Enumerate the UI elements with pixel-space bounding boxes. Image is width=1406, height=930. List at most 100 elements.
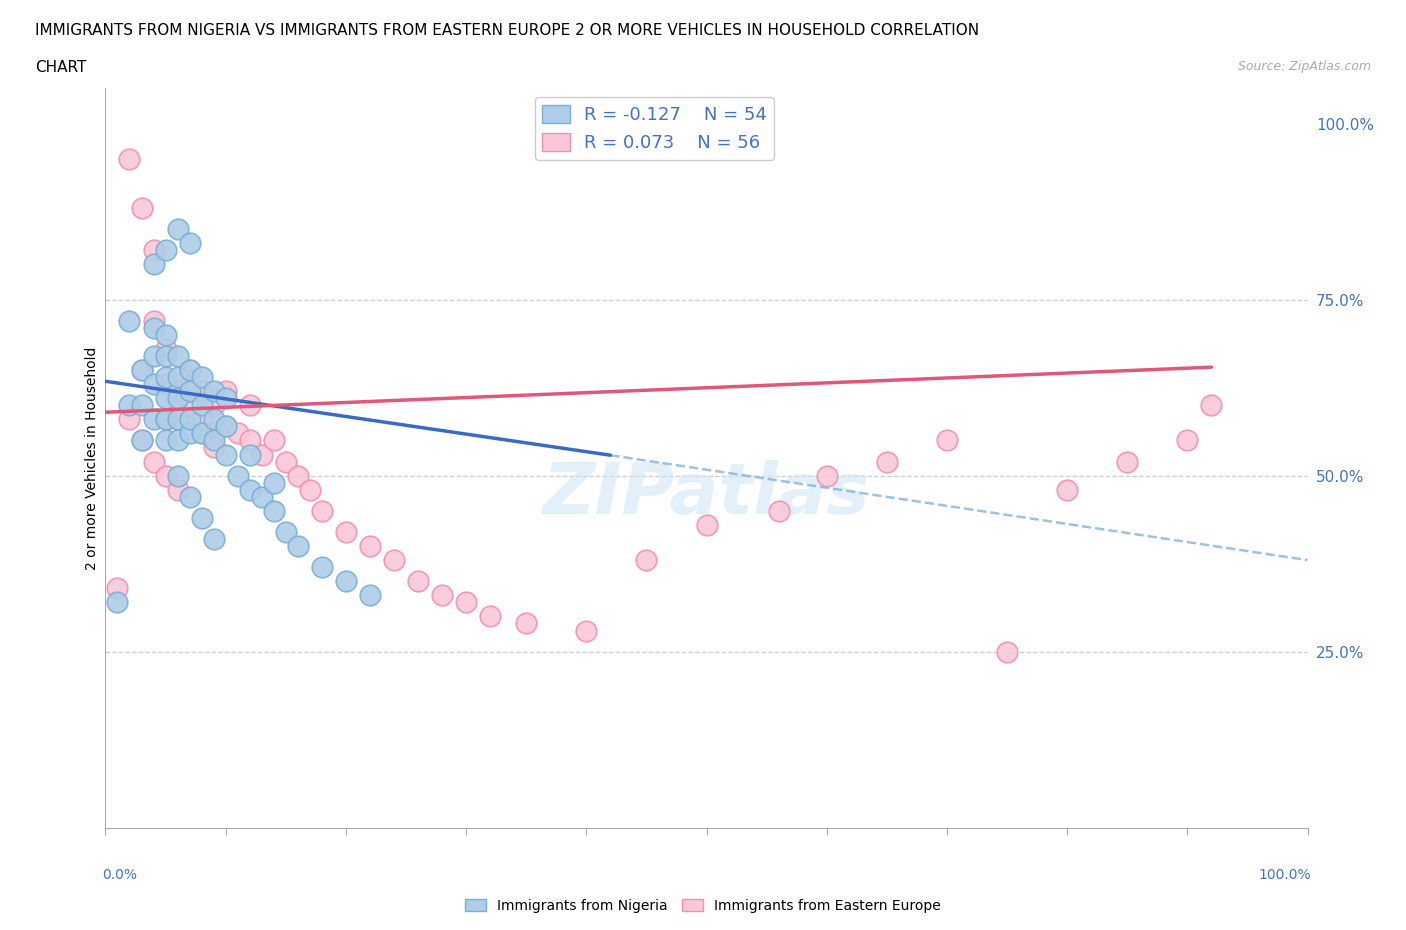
Point — [298, 483, 321, 498]
Legend: Immigrants from Nigeria, Immigrants from Eastern Europe: Immigrants from Nigeria, Immigrants from… — [460, 894, 946, 919]
Point — [166, 221, 188, 236]
Point — [190, 369, 212, 384]
Point — [768, 503, 790, 518]
Point — [214, 418, 236, 433]
Point — [995, 644, 1018, 659]
Point — [479, 609, 502, 624]
Point — [179, 426, 201, 441]
Point — [166, 483, 188, 498]
Point — [179, 236, 201, 251]
Point — [179, 412, 201, 427]
Point — [118, 412, 141, 427]
Point — [131, 201, 153, 216]
Point — [202, 384, 225, 399]
Point — [454, 595, 477, 610]
Point — [142, 377, 165, 392]
Point — [359, 538, 381, 553]
Point — [118, 398, 141, 413]
Point — [166, 391, 188, 405]
Point — [131, 363, 153, 378]
Point — [190, 426, 212, 441]
Point — [142, 412, 165, 427]
Point — [190, 398, 212, 413]
Point — [190, 412, 212, 427]
Point — [155, 412, 177, 427]
Point — [636, 552, 658, 567]
Point — [107, 581, 129, 596]
Point — [202, 532, 225, 547]
Point — [131, 398, 153, 413]
Point — [179, 384, 201, 399]
Point — [190, 426, 212, 441]
Point — [263, 503, 285, 518]
Point — [142, 349, 165, 364]
Point — [696, 517, 718, 532]
Point — [274, 454, 297, 469]
Point — [239, 433, 262, 448]
Point — [142, 257, 165, 272]
Point — [118, 313, 141, 328]
Point — [155, 243, 177, 258]
Point — [214, 418, 236, 433]
Point — [131, 363, 153, 378]
Point — [359, 588, 381, 603]
Point — [155, 412, 177, 427]
Text: ZIPatlas: ZIPatlas — [543, 460, 870, 529]
Point — [202, 412, 225, 427]
Point — [155, 433, 177, 448]
Legend: R = -0.127    N = 54, R = 0.073    N = 56: R = -0.127 N = 54, R = 0.073 N = 56 — [536, 98, 775, 160]
Point — [179, 363, 201, 378]
Point — [202, 426, 225, 441]
Point — [142, 454, 165, 469]
Point — [166, 412, 188, 427]
Point — [335, 574, 357, 589]
Point — [239, 398, 262, 413]
Point — [155, 468, 177, 483]
Text: 100.0%: 100.0% — [1258, 869, 1312, 883]
Text: Source: ZipAtlas.com: Source: ZipAtlas.com — [1237, 60, 1371, 73]
Point — [118, 152, 141, 166]
Point — [131, 433, 153, 448]
Point — [179, 489, 201, 504]
Point — [575, 623, 598, 638]
Point — [214, 447, 236, 462]
Point — [155, 391, 177, 405]
Point — [815, 468, 838, 483]
Point — [226, 426, 249, 441]
Point — [430, 588, 453, 603]
Point — [239, 483, 262, 498]
Point — [179, 363, 201, 378]
Point — [214, 391, 236, 405]
Point — [166, 468, 188, 483]
Point — [155, 412, 177, 427]
Point — [142, 243, 165, 258]
Point — [155, 341, 177, 356]
Text: IMMIGRANTS FROM NIGERIA VS IMMIGRANTS FROM EASTERN EUROPE 2 OR MORE VEHICLES IN : IMMIGRANTS FROM NIGERIA VS IMMIGRANTS FR… — [35, 23, 979, 38]
Point — [202, 398, 225, 413]
Point — [202, 433, 225, 448]
Point — [155, 369, 177, 384]
Text: 0.0%: 0.0% — [101, 869, 136, 883]
Point — [166, 384, 188, 399]
Point — [190, 511, 212, 525]
Point — [406, 574, 429, 589]
Point — [166, 433, 188, 448]
Point — [1116, 454, 1139, 469]
Text: CHART: CHART — [35, 60, 87, 75]
Point — [1175, 433, 1198, 448]
Point — [515, 616, 537, 631]
Point — [274, 525, 297, 539]
Point — [239, 447, 262, 462]
Point — [1201, 398, 1223, 413]
Y-axis label: 2 or more Vehicles in Household: 2 or more Vehicles in Household — [84, 346, 98, 570]
Point — [179, 384, 201, 399]
Point — [155, 349, 177, 364]
Point — [250, 489, 273, 504]
Point — [202, 440, 225, 455]
Point — [155, 377, 177, 392]
Point — [382, 552, 405, 567]
Point — [179, 398, 201, 413]
Point — [936, 433, 959, 448]
Point — [311, 560, 333, 575]
Point — [166, 369, 188, 384]
